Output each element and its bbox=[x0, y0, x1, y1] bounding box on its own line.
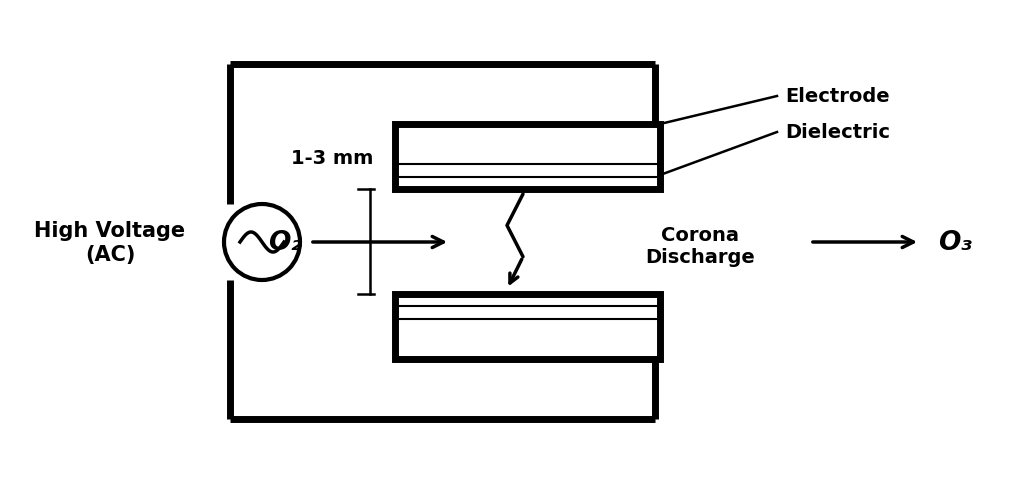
Text: 1-3 mm: 1-3 mm bbox=[291, 149, 373, 167]
Text: Dielectric: Dielectric bbox=[785, 123, 890, 142]
Text: O₃: O₃ bbox=[938, 229, 972, 256]
Bar bbox=[395, 294, 660, 359]
Text: O₂: O₂ bbox=[268, 229, 302, 256]
Bar bbox=[395, 125, 660, 190]
Text: Electrode: Electrode bbox=[785, 87, 890, 106]
Text: Corona
Discharge: Corona Discharge bbox=[645, 226, 755, 267]
Text: High Voltage
(AC): High Voltage (AC) bbox=[35, 221, 185, 264]
